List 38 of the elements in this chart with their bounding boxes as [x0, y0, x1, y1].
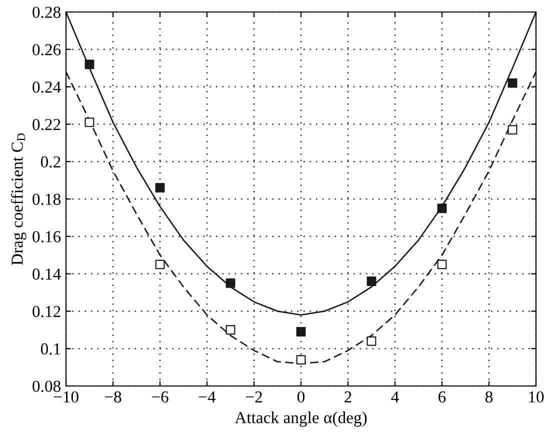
- point: [437, 260, 447, 270]
- point: [366, 336, 376, 346]
- point: [155, 260, 165, 270]
- point: [437, 204, 447, 214]
- x-axis-title: Attack angle α(deg): [234, 412, 367, 427]
- point: [226, 278, 236, 288]
- x-tick-label: 6: [438, 391, 446, 403]
- x-tick-label: 8: [485, 391, 493, 403]
- y-tick-label: 0.12: [32, 306, 60, 318]
- point: [296, 355, 306, 365]
- point: [366, 276, 376, 286]
- x-tick-label: 10: [529, 391, 544, 403]
- point: [155, 183, 165, 192]
- x-tick-label: −10: [54, 391, 78, 403]
- point: [296, 327, 306, 336]
- y-axis-title: Drag coefficient C$_{D}$: [10, 133, 26, 266]
- y-tick-label: 0.24: [32, 82, 61, 93]
- x-tick-label: −6: [152, 391, 168, 403]
- x-tick-label: −8: [104, 391, 122, 403]
- y-tick-label: 0.2: [40, 156, 60, 168]
- x-tick-label: 4: [391, 391, 399, 402]
- x-tick-label: 0: [297, 391, 305, 403]
- y-tick-label: 0.26: [32, 44, 61, 56]
- point: [84, 118, 94, 128]
- x-tick-label: −4: [198, 391, 216, 402]
- x-tick-label: 2: [344, 391, 352, 402]
- x-tick-label: −2: [246, 391, 262, 402]
- y-tick-label: 0.28: [32, 6, 61, 18]
- point: [508, 125, 518, 135]
- y-tick-label: 0.22: [32, 118, 60, 130]
- point: [226, 325, 236, 335]
- y-tick-label: 0.08: [32, 380, 61, 392]
- y-tick-label: 0.16: [32, 231, 61, 242]
- y-tick-label: 0.14: [32, 268, 61, 280]
- point: [84, 60, 94, 70]
- point: [508, 78, 518, 88]
- y-tick-label: 0.1: [40, 343, 60, 355]
- y-tick-label: 0.18: [32, 194, 61, 206]
